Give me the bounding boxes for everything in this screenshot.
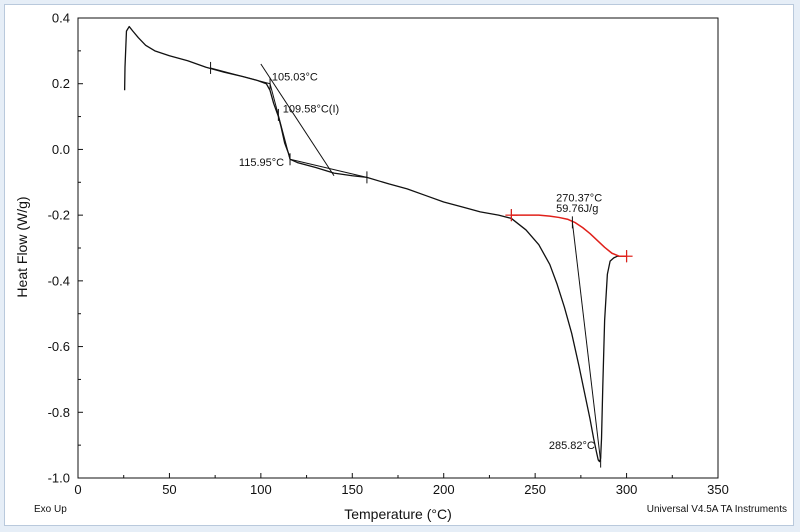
y-tick-label: -0.8 bbox=[48, 405, 70, 420]
x-tick-label: 350 bbox=[707, 482, 729, 497]
y-tick-label: -0.4 bbox=[48, 273, 70, 288]
y-tick-label: 0.4 bbox=[52, 11, 70, 26]
x-tick-label: 0 bbox=[74, 482, 81, 497]
y-tick-label: 0.0 bbox=[52, 142, 70, 157]
annotation-label: 115.95°C bbox=[239, 157, 284, 169]
axis-ticks: 0 50 100 150 200 250 300 350 0.4 0.2 0.0 -0.2 -0.4 -0… bbox=[48, 11, 729, 498]
x-tick-label: 300 bbox=[616, 482, 638, 497]
heat-flow-curve bbox=[123, 25, 627, 463]
footer-instrument: Universal V4.5A TA Instruments bbox=[647, 504, 787, 515]
annotation-label: 105.03°C bbox=[272, 71, 318, 83]
y-tick-label: -1.0 bbox=[48, 471, 70, 486]
chart-frame bbox=[4, 4, 794, 526]
y-axis-title: Heat Flow (W/g) bbox=[14, 196, 30, 297]
annotation-label: 285.82°C bbox=[549, 440, 595, 452]
x-tick-label: 200 bbox=[433, 482, 455, 497]
annotation-label: 59.76J/g bbox=[556, 203, 598, 215]
x-tick-label: 50 bbox=[162, 482, 176, 497]
construction-line bbox=[260, 63, 335, 176]
y-tick-label: -0.2 bbox=[48, 208, 70, 223]
data-series bbox=[123, 25, 627, 463]
x-tick-label: 250 bbox=[524, 482, 546, 497]
x-tick-label: 100 bbox=[250, 482, 272, 497]
x-axis-title: Temperature (°C) bbox=[344, 506, 452, 522]
y-tick-label: 0.2 bbox=[52, 76, 70, 91]
construction-lines bbox=[210, 63, 602, 462]
annotations: 105.03°C 109.58°C(I) 115.95°C 270.37°C59.76… bbox=[239, 71, 602, 452]
footer-exo-up: Exo Up bbox=[34, 504, 67, 515]
annotation-label: 109.58°C(I) bbox=[283, 104, 339, 116]
x-tick-label: 150 bbox=[341, 482, 363, 497]
plot-area-border bbox=[77, 17, 719, 479]
tick-markers bbox=[210, 61, 633, 468]
construction-line bbox=[571, 222, 602, 462]
construction-line bbox=[289, 158, 368, 178]
plot-axes bbox=[77, 17, 719, 479]
annotation-label: 270.37°C bbox=[556, 192, 602, 204]
integration-baseline bbox=[511, 214, 627, 257]
y-tick-label: -0.6 bbox=[48, 339, 70, 354]
